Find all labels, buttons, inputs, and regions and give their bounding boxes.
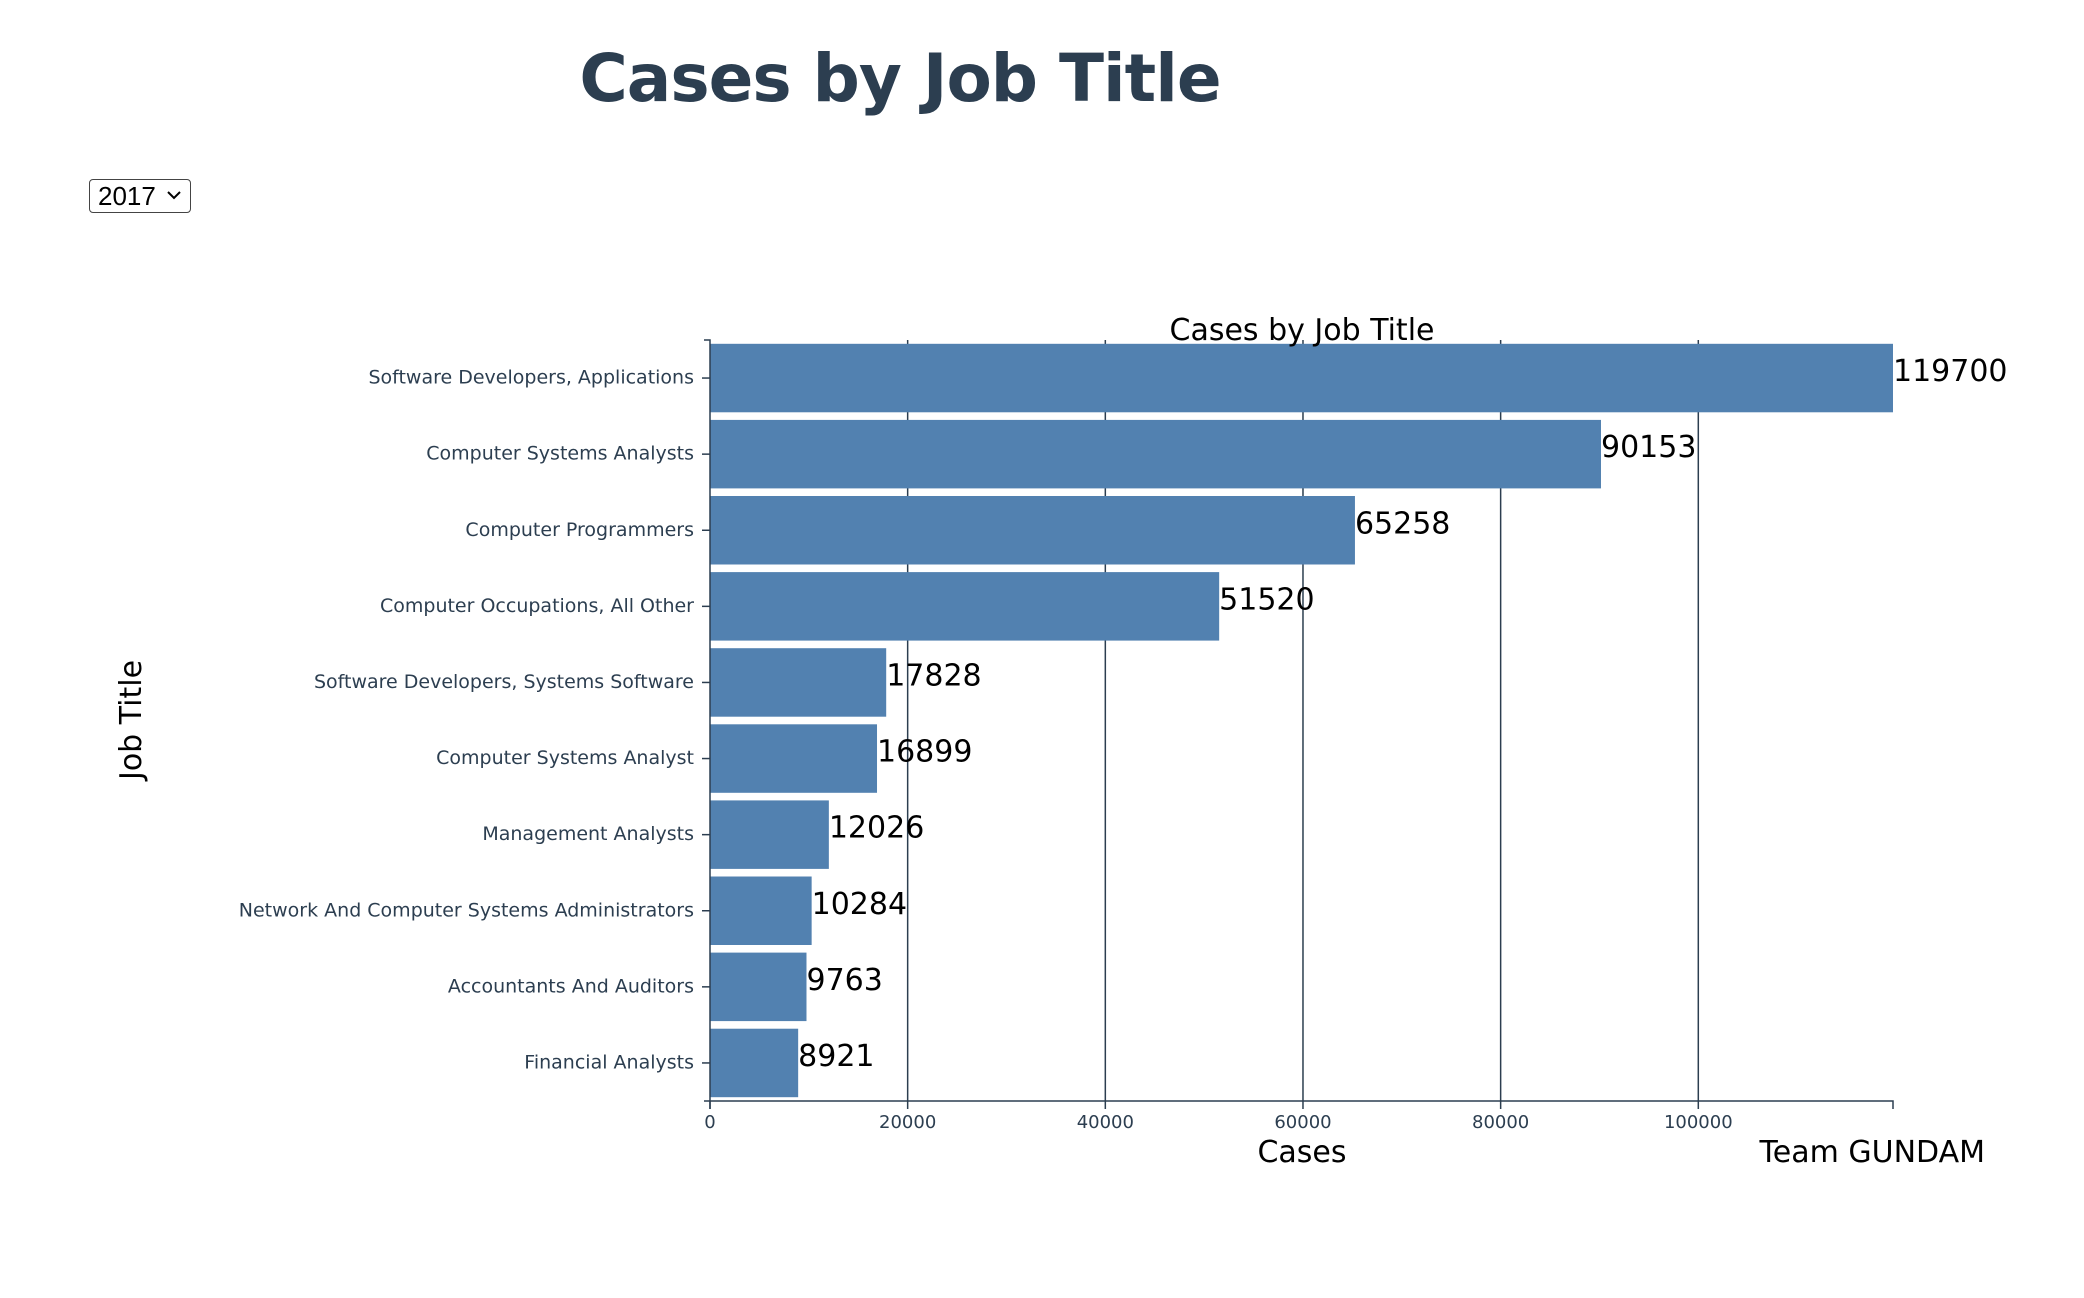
data-label: 90153 <box>1601 430 1696 465</box>
data-label: 8921 <box>798 1039 874 1074</box>
y-tick-label: Network And Computer Systems Administrat… <box>239 899 694 921</box>
y-axis-line <box>704 339 711 1102</box>
bars <box>710 343 1893 1098</box>
x-tick-label: 0 <box>704 1112 715 1133</box>
x-tick-label: 40000 <box>1077 1112 1134 1133</box>
bar <box>710 1028 799 1098</box>
y-tick-label: Software Developers, Applications <box>368 367 694 389</box>
x-tick-label: 20000 <box>879 1112 936 1133</box>
bar <box>710 496 1355 565</box>
y-tick-label: Software Developers, Systems Software <box>314 671 694 693</box>
y-tick-label: Computer Systems Analysts <box>426 443 694 465</box>
y-tick-label: Computer Systems Analyst <box>436 747 694 769</box>
y-tick-label: Financial Analysts <box>524 1051 694 1073</box>
data-label: 9763 <box>806 963 882 998</box>
data-label: 119700 <box>1893 354 2008 389</box>
y-tick-label: Computer Programmers <box>465 519 694 541</box>
data-label: 65258 <box>1355 506 1450 541</box>
year-select-value: 2017 <box>98 180 156 211</box>
x-tick-label: 80000 <box>1472 1112 1529 1133</box>
data-label: 12026 <box>829 811 924 846</box>
data-labels: 119700 90153 65258 51520 17828 16899 12026 1028… <box>798 354 2007 1074</box>
x-axis-label: Cases <box>1257 1135 1346 1170</box>
bar <box>710 648 887 717</box>
credit-label: Team GUNDAM <box>1759 1135 1985 1170</box>
y-tick-label: Management Analysts <box>482 823 694 845</box>
chevron-down-icon <box>167 191 181 200</box>
chart-title: Cases by Job Title <box>1170 313 1435 348</box>
page-title: Cases by Job Title <box>579 40 1221 117</box>
y-tick-label: Computer Occupations, All Other <box>380 595 694 617</box>
bar <box>710 343 1893 413</box>
axes: Software Developers, Applications Compute… <box>239 339 1894 1133</box>
data-label: 16899 <box>877 735 972 770</box>
data-label: 10284 <box>812 887 907 922</box>
data-label: 51520 <box>1219 582 1314 617</box>
bar <box>710 952 807 1022</box>
x-tick-label: 60000 <box>1274 1112 1331 1133</box>
bar <box>710 572 1220 641</box>
x-axis-line <box>709 1100 1894 1109</box>
y-axis-label: Job Title <box>114 660 149 782</box>
bar <box>710 724 878 793</box>
y-tick-label: Accountants And Auditors <box>448 975 694 997</box>
data-label: 17828 <box>886 658 981 693</box>
bar <box>710 800 829 869</box>
bar <box>710 419 1601 489</box>
x-tick-label: 100000 <box>1664 1112 1733 1133</box>
year-select[interactable]: 2017 <box>89 179 191 213</box>
bar <box>710 876 812 945</box>
